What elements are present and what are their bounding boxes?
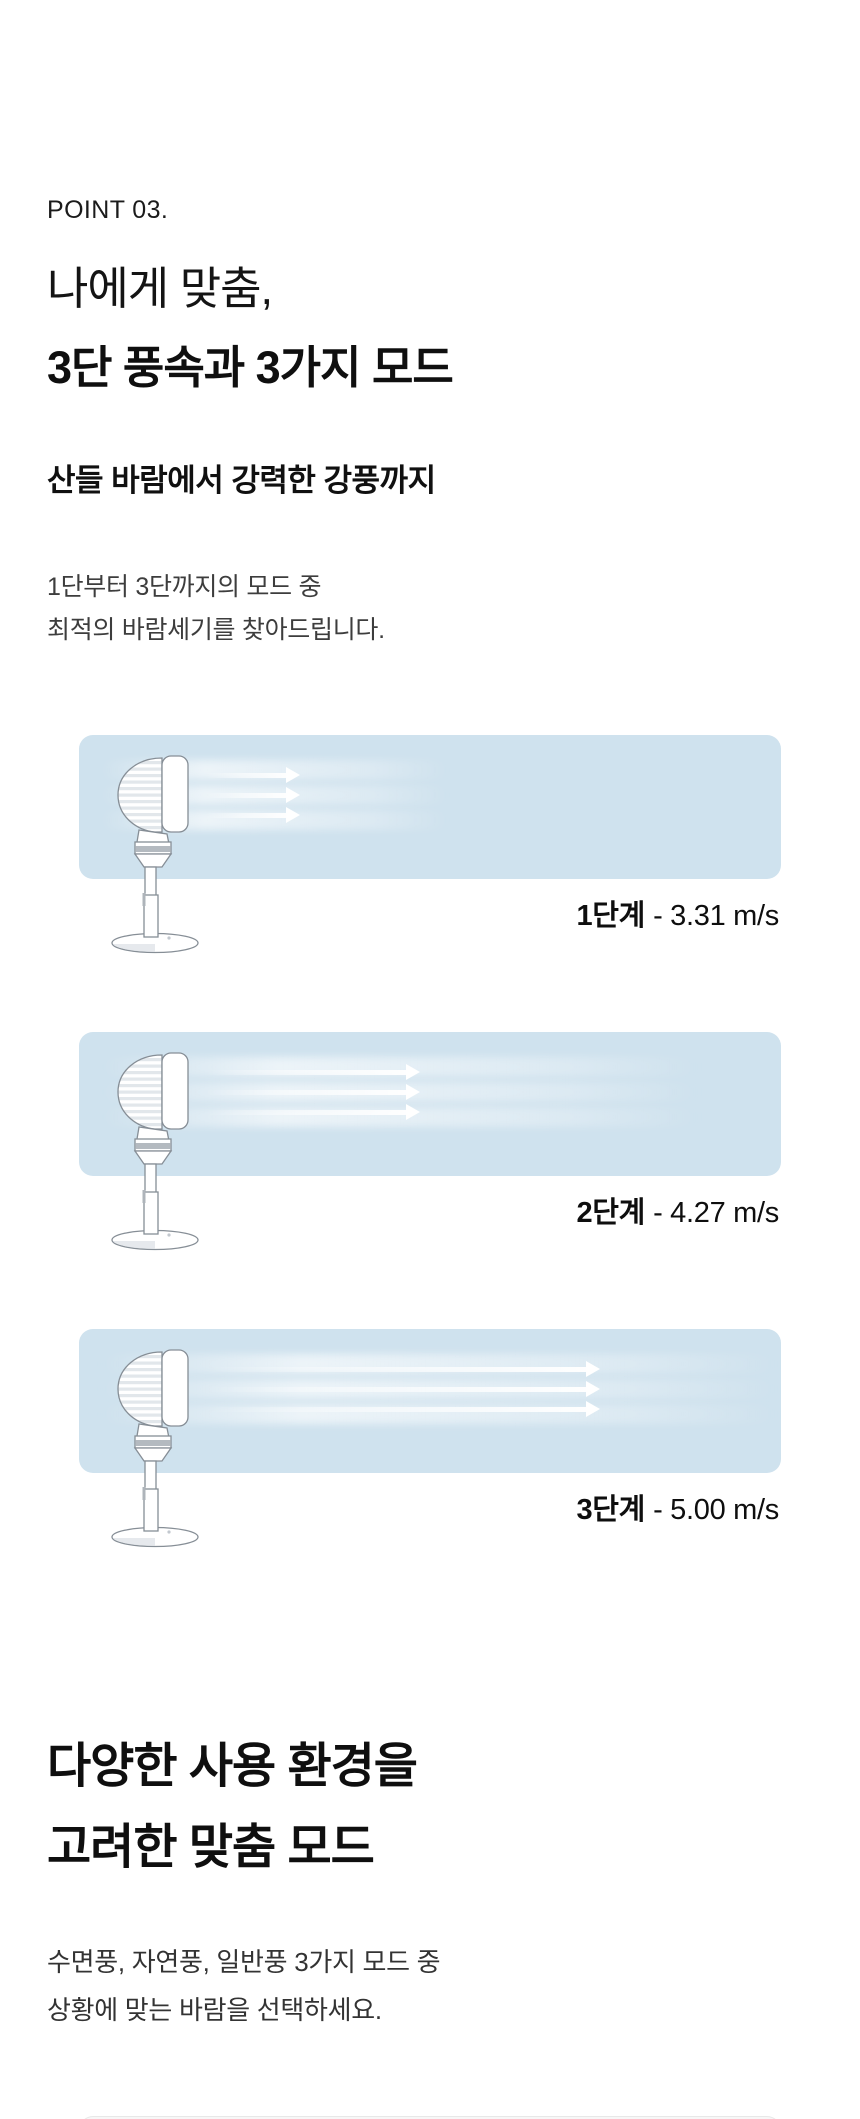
stage-name: 3단계 xyxy=(576,1494,646,1526)
section-description: 1단부터 3단까지의 모드 중 최적의 바람세기를 찾아드립니다. xyxy=(47,566,385,652)
fan-illustration xyxy=(111,1052,199,1251)
wind-arrow-icon xyxy=(205,766,300,784)
wind-arrow-icon xyxy=(205,1380,600,1398)
section-description-line2: 최적의 바람세기를 찾아드립니다. xyxy=(47,616,385,644)
point-eyebrow: POINT 03. xyxy=(47,196,169,224)
modes-title-line1: 다양한 사용 환경을 xyxy=(47,1740,418,1793)
speed-label: 3단계 - 5.00 m/s xyxy=(576,1486,779,1528)
speed-value: - 3.31 m/s xyxy=(653,900,779,932)
wind-arrow-icon xyxy=(205,1083,420,1101)
wind-arrow-icon xyxy=(205,1400,600,1418)
stage-name: 2단계 xyxy=(576,1197,646,1229)
wind-panel-background xyxy=(79,1032,781,1176)
speed-label: 1단계 - 3.31 m/s xyxy=(576,892,779,934)
modes-title-line2: 고려한 맞춤 모드 xyxy=(47,1821,375,1874)
wind-arrow-icon xyxy=(205,1103,420,1121)
page-title-line1: 나에게 맞춤, xyxy=(47,263,273,314)
fan-illustration xyxy=(111,755,199,954)
modes-title: 다양한 사용 환경을 고려한 맞춤 모드 xyxy=(47,1726,418,1888)
page-title-line2: 3단 풍속과 3가지 모드 xyxy=(47,342,454,393)
speed-value: - 4.27 m/s xyxy=(653,1197,779,1229)
section-description-line1: 1단부터 3단까지의 모드 중 xyxy=(47,573,322,601)
wind-arrow-icon xyxy=(205,806,300,824)
speed-label: 2단계 - 4.27 m/s xyxy=(576,1189,779,1231)
modes-description-line1: 수면풍, 자연풍, 일반풍 3가지 모드 중 xyxy=(47,1947,441,1977)
modes-description-line2: 상황에 맞는 바람을 선택하세요. xyxy=(47,1995,382,2025)
speed-panel-stage-3: 3단계 - 5.00 m/s xyxy=(79,1329,781,1626)
modes-description: 수면풍, 자연풍, 일반풍 3가지 모드 중 상황에 맞는 바람을 선택하세요. xyxy=(47,1938,441,2034)
stage-name: 1단계 xyxy=(576,900,646,932)
wind-arrow-icon xyxy=(205,1063,420,1081)
wind-arrow-icon xyxy=(205,1360,600,1378)
speed-panel-stage-2: 2단계 - 4.27 m/s xyxy=(79,1032,781,1329)
wind-panel-background xyxy=(79,1329,781,1473)
section-subtitle: 산들 바람에서 강력한 강풍까지 xyxy=(47,463,436,498)
fan-illustration xyxy=(111,1349,199,1548)
speed-panel-stage-1: 1단계 - 3.31 m/s xyxy=(79,735,781,1032)
wind-arrow-icon xyxy=(205,786,300,804)
speed-value: - 5.00 m/s xyxy=(653,1494,779,1526)
